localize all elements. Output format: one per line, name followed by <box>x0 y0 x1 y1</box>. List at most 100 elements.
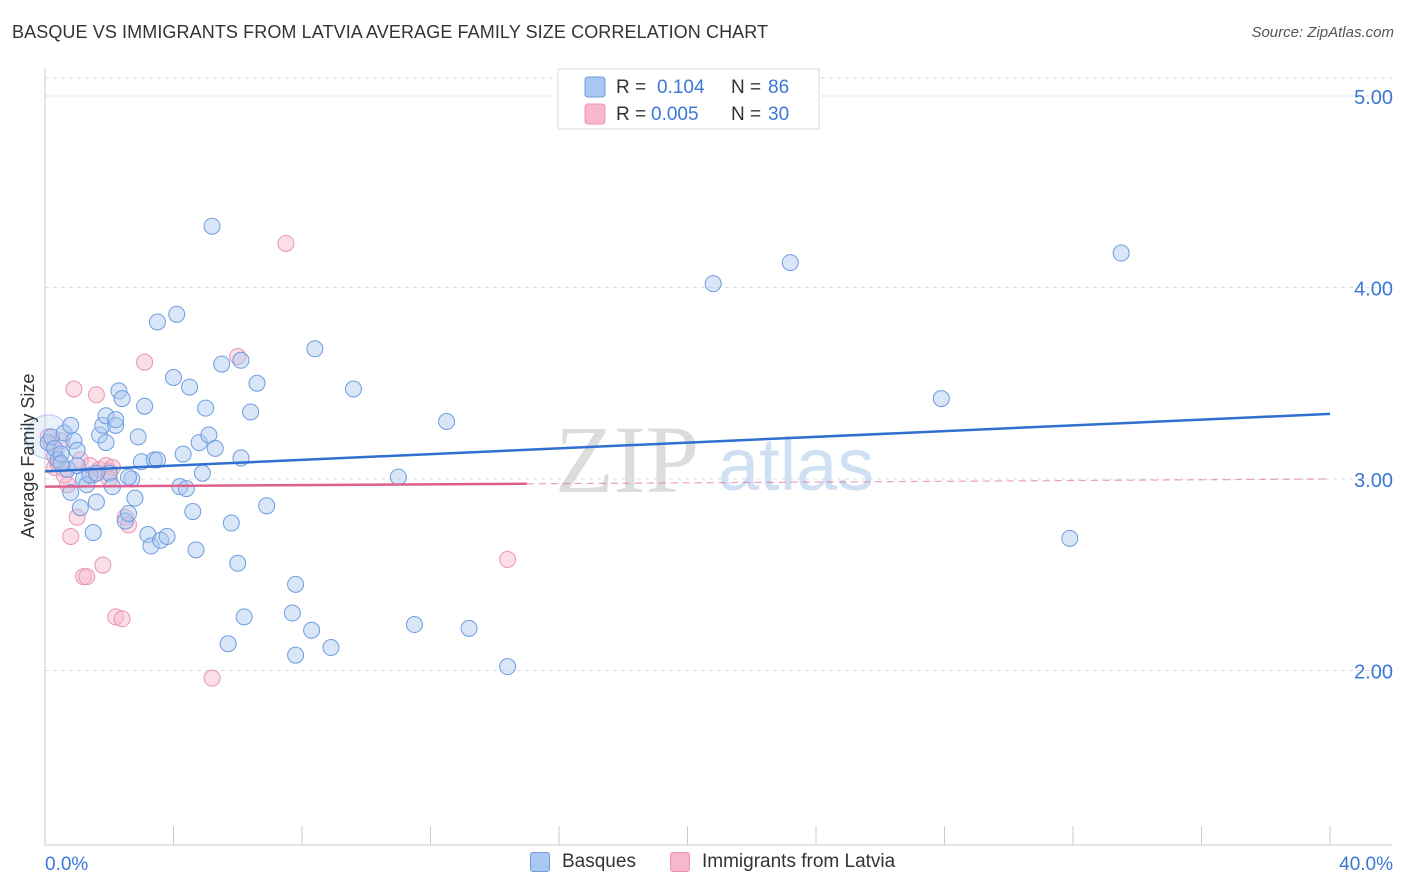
basques-point-67 <box>344 380 362 398</box>
basques-point-13 <box>78 476 96 494</box>
y-axis-label: Average Family Size <box>18 374 38 539</box>
tick-labels: 2.00 3.00 4.00 5.00 0.0% 40.0% <box>45 87 1393 875</box>
basques-point-48 <box>197 399 215 417</box>
basques-point-83 <box>148 451 166 469</box>
x-tick-label-0: 0.0% <box>45 854 88 875</box>
watermark: ZIP atlas <box>555 406 874 513</box>
basques-point-15 <box>84 524 102 542</box>
legend-swatch-basques <box>530 852 550 872</box>
legend-top-swatch-basques <box>584 76 606 98</box>
legend-top: R = 0.104 N = 86 R = 0.005 N = 30 <box>557 68 820 130</box>
basques-point-40 <box>168 305 186 323</box>
basques-point-62 <box>283 604 301 622</box>
legend-r-value-2: 0.005 <box>651 104 699 125</box>
basques-point-29 <box>126 489 144 507</box>
basques-point-0 <box>39 434 57 452</box>
basques-point-7 <box>62 483 80 501</box>
basques-point-44 <box>184 503 202 521</box>
latvia-point-10 <box>68 508 86 526</box>
basques-point-43 <box>181 378 199 396</box>
latvia-point-26 <box>136 353 154 371</box>
basques-point-8 <box>62 416 80 434</box>
basques-point-77 <box>1112 244 1130 262</box>
latvia-point-13 <box>78 568 96 586</box>
watermark-zip: ZIP <box>555 406 699 513</box>
basques-point-53 <box>219 635 237 653</box>
basques-point-51 <box>206 439 224 457</box>
basques-point-65 <box>306 340 324 358</box>
basques-point-14 <box>81 466 99 484</box>
basques-point-38 <box>158 527 176 545</box>
latvia-point-11 <box>71 451 89 469</box>
basques-point-52 <box>213 355 231 373</box>
basques-point-58 <box>242 403 260 421</box>
basques-cluster-point <box>25 414 71 460</box>
latvia-point-29 <box>277 234 295 252</box>
basques-point-45 <box>187 541 205 559</box>
legend-n-value-1: 86 <box>768 77 789 98</box>
basques-point-74 <box>781 254 799 272</box>
basques-point-23 <box>107 416 125 434</box>
legend-r-label-1: R = <box>616 77 646 98</box>
basques-point-68 <box>389 468 407 486</box>
basques-point-16 <box>87 493 105 511</box>
basques-point-75 <box>932 390 950 408</box>
basques-point-72 <box>499 658 517 676</box>
latvia-point-30 <box>499 550 517 568</box>
basques-point-25 <box>113 390 131 408</box>
basques-point-76 <box>1061 529 1079 547</box>
y-tick-label-2: 4.00 <box>1354 279 1393 301</box>
basques-point-79 <box>120 468 138 486</box>
y-tick-label-1: 3.00 <box>1354 470 1393 492</box>
basques-point-10 <box>68 441 86 459</box>
x-tick-label-1: 40.0% <box>1339 854 1393 875</box>
source-label: Source: ZipAtlas.com <box>1251 24 1394 41</box>
basques-trend-line <box>44 412 1331 473</box>
basques-point-59 <box>248 374 266 392</box>
basques-point-9 <box>65 432 83 450</box>
basques-point-57 <box>235 608 253 626</box>
basques-point-55 <box>229 554 247 572</box>
basques-point-82 <box>107 411 125 429</box>
legend-label-basques: Basques <box>562 851 636 872</box>
chart-title: BASQUE VS IMMIGRANTS FROM LATVIA AVERAGE… <box>12 22 769 42</box>
latvia-point-23 <box>113 610 131 628</box>
latvia-point-16 <box>87 386 105 404</box>
basques-point-34 <box>142 537 160 555</box>
latvia-trend-line-dashed <box>526 478 1331 485</box>
legend-item-latvia: Immigrants from Latvia <box>670 851 895 873</box>
basques-point-60 <box>258 497 276 515</box>
legend-n-value-2: 30 <box>768 104 789 125</box>
basques-point-42 <box>174 445 192 463</box>
basques-point-69 <box>405 616 423 634</box>
trend-lines <box>44 412 1331 488</box>
basques-point-47 <box>193 464 211 482</box>
basques-point-85 <box>177 480 195 498</box>
basques-point-50 <box>203 217 221 235</box>
basques-point-61 <box>287 575 305 593</box>
legend-top-swatch-latvia <box>584 103 606 125</box>
legend-item-basques: Basques <box>530 851 636 873</box>
series-basques-points <box>25 217 1130 676</box>
basques-point-30 <box>129 428 147 446</box>
grid-lines <box>45 77 1392 671</box>
basques-point-39 <box>165 369 182 387</box>
latvia-point-9 <box>65 380 83 398</box>
basques-point-70 <box>438 413 456 431</box>
basques-point-36 <box>148 313 166 331</box>
legend-n-label-1: N = <box>731 77 761 98</box>
basques-point-64 <box>303 621 321 639</box>
legend-n-label-2: N = <box>731 104 761 125</box>
basques-point-4 <box>52 445 70 463</box>
legend-bottom: Basques Immigrants from Latvia <box>0 851 1406 879</box>
basques-point-27 <box>120 504 138 522</box>
latvia-point-27 <box>203 669 221 687</box>
basques-point-54 <box>222 514 240 532</box>
basques-point-19 <box>97 434 115 452</box>
basques-point-73 <box>704 275 722 293</box>
axes <box>44 68 1392 846</box>
latvia-point-22 <box>107 608 125 626</box>
basques-point-66 <box>322 639 340 657</box>
legend-label-latvia: Immigrants from Latvia <box>702 851 896 872</box>
